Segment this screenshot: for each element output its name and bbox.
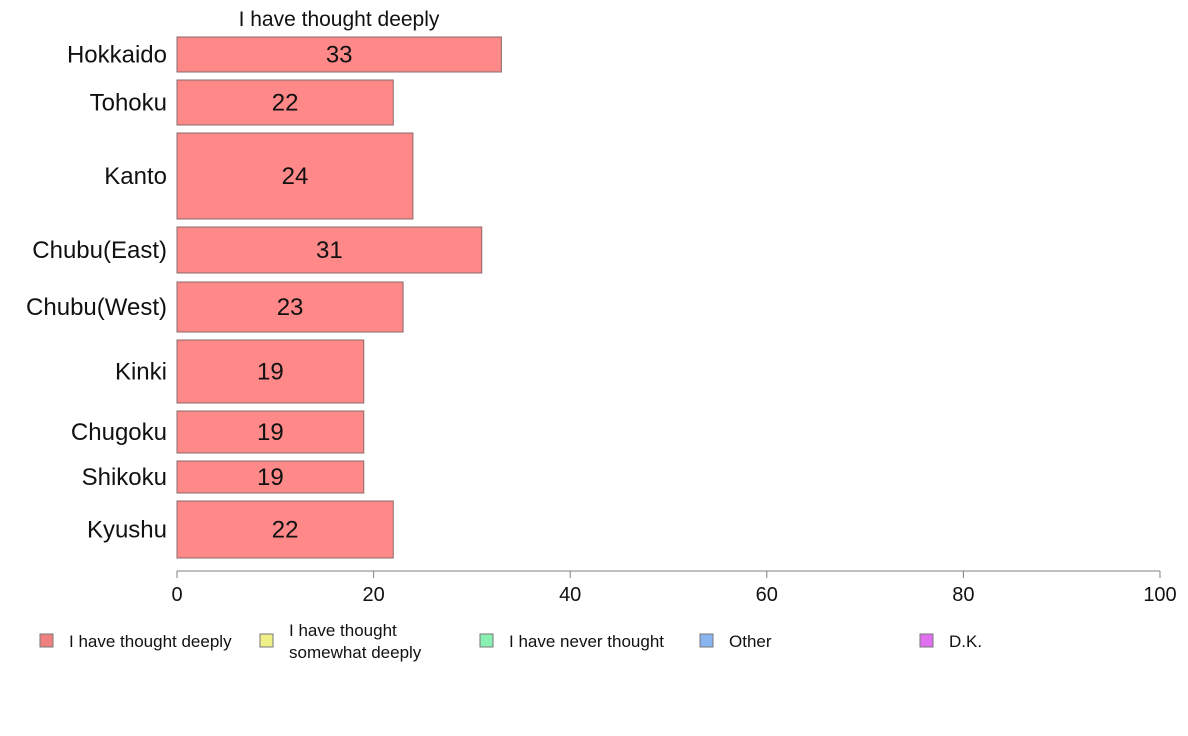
category-label: Kinki (115, 359, 167, 386)
bar-3 (176, 226, 483, 274)
legend: I have thought deeply I have thought somew… (39, 621, 982, 662)
category-labels: Hokkaido Tohoku Kanto Chubu(East) Chubu(West… (26, 42, 167, 544)
category-label: Kyushu (87, 517, 167, 544)
legend-swatch (699, 633, 714, 648)
bar-value-label: 22 (272, 517, 299, 544)
bar-7 (176, 460, 365, 494)
category-label: Chubu(East) (32, 237, 167, 264)
legend-label: I have thought (289, 621, 397, 640)
bar-1 (176, 79, 394, 126)
legend-label: somewhat deeply (289, 643, 422, 662)
legend-label: D.K. (949, 632, 982, 651)
bar-6 (176, 410, 365, 454)
legend-label: I have never thought (509, 632, 664, 651)
bar-value-label: 31 (316, 237, 343, 264)
category-label: Chubu(West) (26, 294, 167, 321)
x-tick-label: 100 (1143, 584, 1176, 606)
legend-swatch (39, 633, 54, 648)
x-tick-label: 40 (559, 584, 581, 606)
bar-value-label: 19 (257, 359, 284, 386)
category-label: Tohoku (90, 90, 167, 117)
x-axis-ticks: 0 20 40 60 80 100 (171, 571, 1177, 606)
bars-group (176, 36, 502, 559)
legend-swatch (479, 633, 494, 648)
category-label: Chugoku (71, 419, 167, 446)
category-label: Shikoku (82, 464, 167, 491)
chart-title: I have thought deeply (239, 8, 440, 31)
bar-value-label: 19 (257, 464, 284, 491)
x-tick-label: 60 (756, 584, 778, 606)
legend-label: I have thought deeply (69, 632, 232, 651)
bar-value-labels: 33 22 24 31 23 19 19 19 22 (257, 42, 353, 544)
bar-0 (176, 36, 502, 73)
bar-4 (176, 281, 404, 333)
bar-5 (176, 339, 365, 404)
bar-value-label: 24 (282, 163, 309, 190)
bar-value-label: 33 (326, 42, 353, 69)
legend-swatch (919, 633, 934, 648)
bar-value-label: 22 (272, 90, 299, 117)
bar-8 (176, 500, 394, 559)
category-label: Kanto (104, 163, 167, 190)
x-tick-label: 80 (952, 584, 974, 606)
bar-value-label: 23 (277, 294, 304, 321)
category-label: Hokkaido (67, 42, 167, 69)
x-tick-label: 0 (171, 584, 182, 606)
bar-value-label: 19 (257, 419, 284, 446)
bar-2 (176, 132, 414, 220)
legend-swatch (259, 633, 274, 648)
legend-label: Other (729, 632, 772, 651)
x-tick-label: 20 (362, 584, 384, 606)
